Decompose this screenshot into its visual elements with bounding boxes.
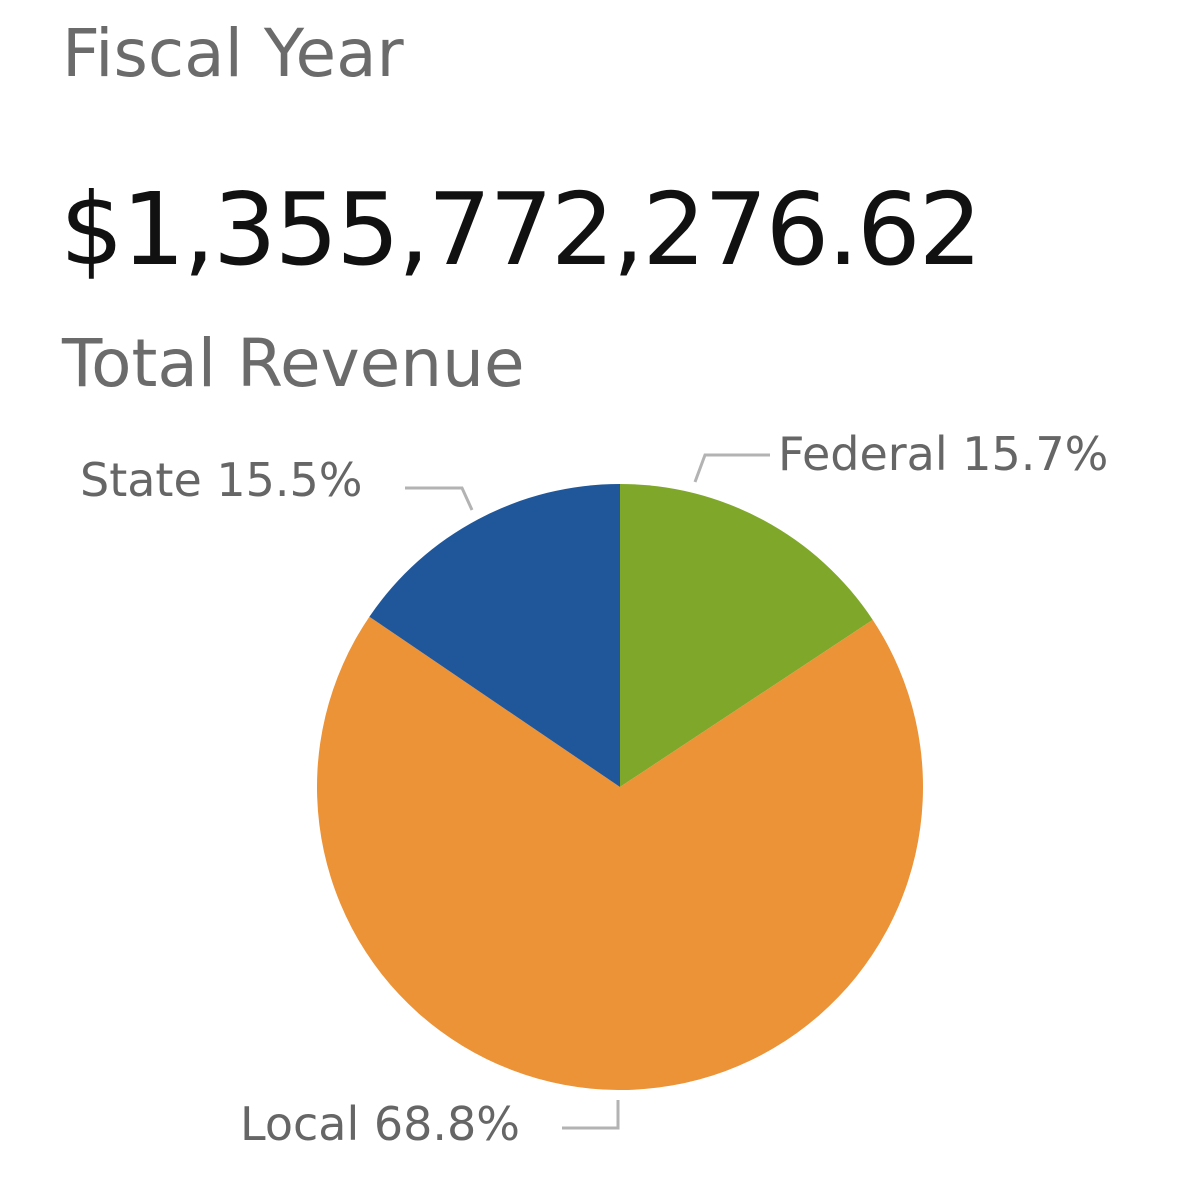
leader-line-federal	[693, 453, 770, 483]
pie-slices	[317, 484, 924, 1090]
leader-line-state	[405, 486, 474, 511]
slice-label-state: State 15.5%	[80, 453, 363, 507]
slice-label-local: Local 68.8%	[240, 1097, 520, 1151]
pie-slice-state[interactable]	[369, 484, 620, 787]
total-revenue-value: $1,355,772,276.62	[60, 171, 982, 288]
pie-slice-federal[interactable]	[620, 484, 873, 787]
total-revenue-label: Total Revenue	[62, 325, 525, 402]
pie-leader-lines	[405, 453, 770, 1130]
slice-label-federal: Federal 15.7%	[778, 427, 1108, 481]
fiscal-year-title: Fiscal Year	[62, 15, 404, 92]
leader-line-local	[562, 1100, 620, 1130]
pie-slice-local[interactable]	[317, 616, 924, 1090]
